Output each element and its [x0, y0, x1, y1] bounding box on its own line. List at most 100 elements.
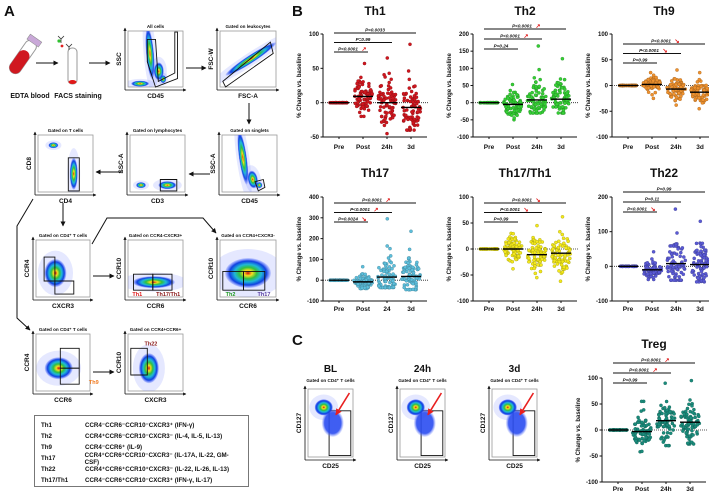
data-point [367, 81, 371, 86]
x-tick-label: 24h [531, 144, 542, 151]
data-point [666, 443, 670, 448]
data-point [657, 416, 662, 421]
data-point [697, 77, 702, 82]
data-point [674, 242, 678, 247]
data-point [557, 259, 562, 264]
data-point [527, 256, 531, 261]
data-point [693, 415, 697, 420]
data-point [532, 266, 537, 271]
data-point [535, 223, 539, 228]
data-point [651, 78, 655, 83]
data-point [414, 95, 419, 99]
gate [67, 157, 80, 192]
y-tick-label: 100 [588, 376, 599, 382]
gating-plot [219, 239, 277, 298]
table-row: Th2 CCR4⁺CCR6⁻CCR10⁻CXCR3⁻ (IL-4, IL-5, I… [41, 431, 242, 442]
data-point [533, 271, 538, 276]
data-point [637, 418, 641, 422]
data-point [414, 280, 418, 285]
data-point [640, 441, 645, 446]
gating-plot [127, 333, 184, 392]
x-tick-label: Post [645, 144, 660, 151]
flow-plot-subtitle: Gated on CD4⁺ T cells [306, 378, 355, 383]
data-point [539, 102, 543, 107]
gate [328, 410, 352, 457]
data-point [647, 437, 652, 442]
data-point [640, 449, 644, 454]
data-point [506, 96, 510, 100]
data-point [665, 258, 670, 262]
data-point [683, 258, 688, 263]
data-point [366, 276, 371, 280]
data-point [401, 91, 406, 96]
data-point [681, 429, 685, 433]
table-row: Th22 CCR4⁺CCR6⁺CCR10⁺CXCR3⁻ (IL-22, IL-26… [41, 464, 242, 475]
trend-down-icon: ↘ [535, 198, 540, 204]
gating-plot [127, 30, 184, 88]
data-point [384, 114, 388, 118]
flow-plot-subtitle: Gated on CD4⁺ T cells [490, 378, 539, 383]
data-point [687, 402, 691, 407]
data-point [661, 440, 666, 444]
data-point [690, 425, 694, 430]
data-point [645, 272, 650, 276]
data-point [659, 436, 663, 441]
data-point [678, 97, 682, 101]
data-point [697, 70, 702, 75]
x-tick-label: Pre [334, 306, 345, 313]
y-tick-label: -50 [310, 135, 319, 141]
data-point [536, 257, 540, 262]
y-tick-label: -100 [457, 299, 470, 305]
subset-name: Th1 [41, 422, 53, 429]
data-point [406, 261, 410, 265]
y-tick-label: -100 [596, 135, 609, 141]
plot-title: Gated on CCR4-CXCR3+ [129, 233, 183, 238]
data-point [653, 90, 658, 95]
data-point [358, 276, 363, 281]
x-tick-label: 24 [383, 306, 391, 313]
data-point [642, 438, 646, 443]
x-tick-label: 24h [531, 306, 542, 313]
data-point [560, 215, 565, 219]
gating-plot [35, 333, 91, 392]
dot-plot-th22: Th22 % Change vs. baseline -100 0 100 200 Pre P… [586, 166, 709, 313]
data-point [514, 257, 518, 262]
gate-label: Th9 [89, 380, 99, 386]
data-point [376, 93, 381, 98]
dot-plot-th1: Th1 % Change vs. baseline -50 0 50 100 Pre Post… [297, 4, 429, 151]
data-point [685, 412, 689, 417]
data-point [698, 219, 703, 224]
x-axis-label: CD3 [151, 198, 164, 205]
data-point [678, 278, 683, 282]
y-tick-label: 50 [462, 221, 469, 227]
plot-title: Gated on lymphocytes [133, 128, 183, 133]
density-plot [132, 344, 165, 391]
data-point [672, 412, 676, 416]
data-point [534, 246, 539, 250]
data-point [514, 108, 519, 113]
y-tick-label: -100 [307, 299, 320, 305]
data-point [539, 263, 543, 267]
data-point [643, 418, 648, 423]
subset-markers: CCR4⁺CCR6⁻CCR10⁻CXCR3⁻ (IL-4, IL-5, IL-1… [85, 433, 223, 440]
data-point [561, 236, 566, 241]
data-point [668, 92, 673, 96]
data-point [646, 77, 651, 82]
data-point [698, 266, 703, 271]
data-point [404, 113, 408, 118]
data-point [697, 96, 701, 100]
trend-up-icon: ↗ [373, 207, 378, 213]
data-point [544, 94, 548, 99]
data-point [358, 80, 363, 85]
data-point [667, 274, 671, 279]
data-point [680, 246, 685, 250]
y-axis-label: CD127 [480, 412, 487, 433]
plot-title: Gated on CD4⁺ T cells [39, 233, 88, 238]
x-axis-label: CCR6 [147, 303, 165, 310]
data-point [385, 111, 389, 115]
data-point [662, 405, 667, 410]
plot-title: Gated on singlets [230, 128, 269, 133]
data-point [651, 271, 656, 275]
data-point [665, 423, 670, 427]
data-point [652, 265, 657, 270]
